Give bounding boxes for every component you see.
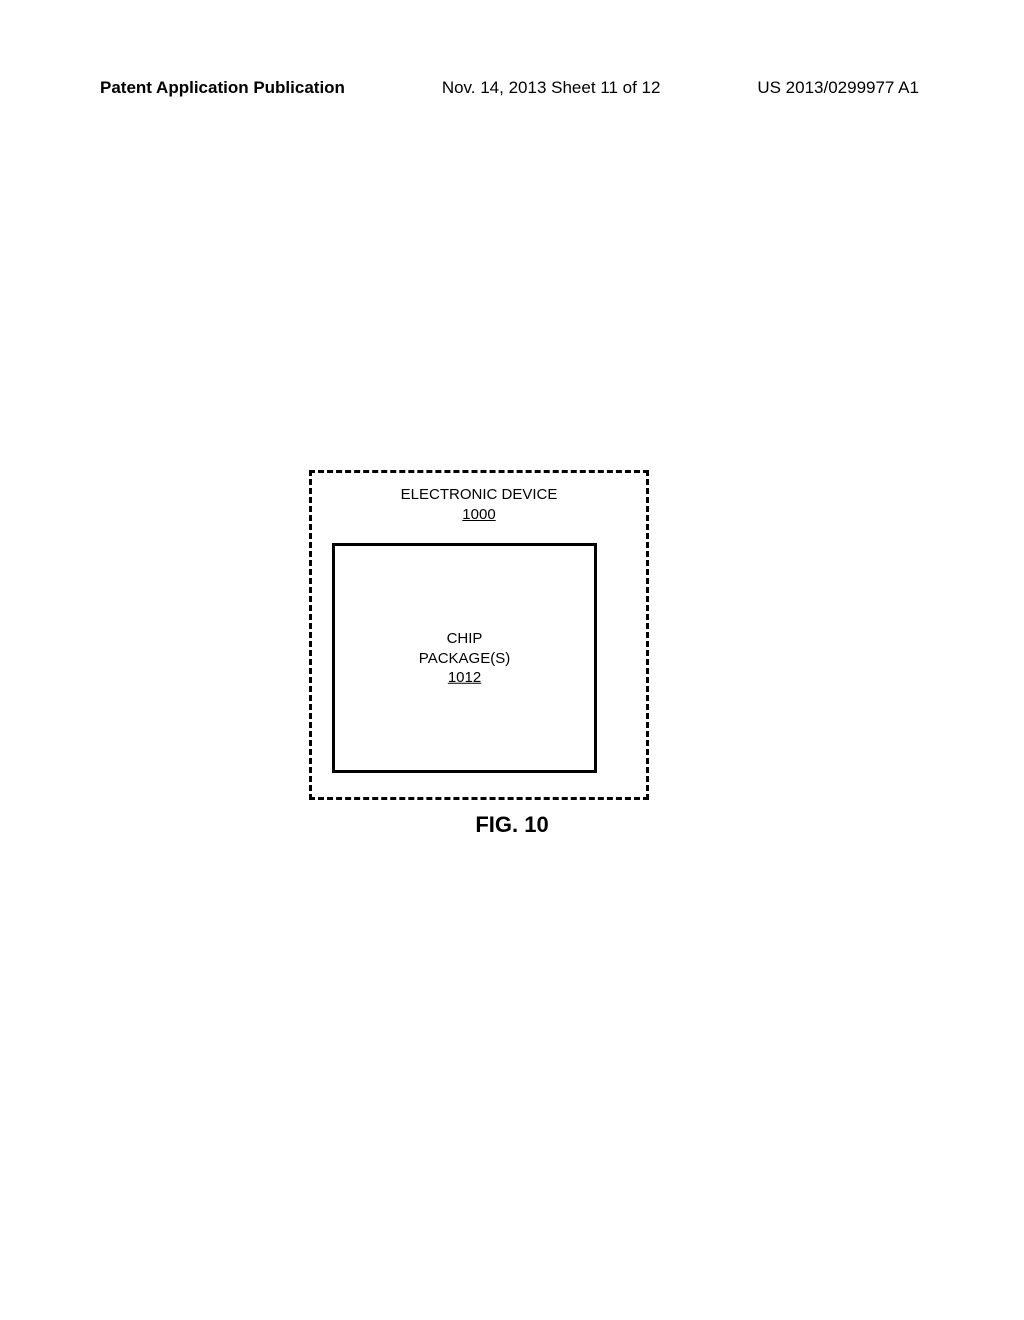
figure-caption: FIG. 10 [475,812,548,838]
header-publication: Patent Application Publication [100,78,345,98]
header-patent-number: US 2013/0299977 A1 [757,78,919,98]
electronic-device-label: ELECTRONIC DEVICE 1000 [401,485,558,524]
electronic-device-box: ELECTRONIC DEVICE 1000 CHIP PACKAGE(S) 1… [309,470,649,800]
header-date-sheet: Nov. 14, 2013 Sheet 11 of 12 [442,78,661,98]
inner-label-number: 1012 [448,669,481,686]
inner-label-line2: PACKAGE(S) [419,649,510,666]
chip-package-box: CHIP PACKAGE(S) 1012 [332,543,597,773]
page-header: Patent Application Publication Nov. 14, … [0,78,1024,98]
outer-label-number: 1000 [462,506,495,523]
block-diagram: ELECTRONIC DEVICE 1000 CHIP PACKAGE(S) 1… [309,470,649,800]
outer-label-text: ELECTRONIC DEVICE [401,486,558,503]
inner-label-line1: CHIP [447,630,483,647]
chip-package-label: CHIP PACKAGE(S) 1012 [419,629,510,688]
